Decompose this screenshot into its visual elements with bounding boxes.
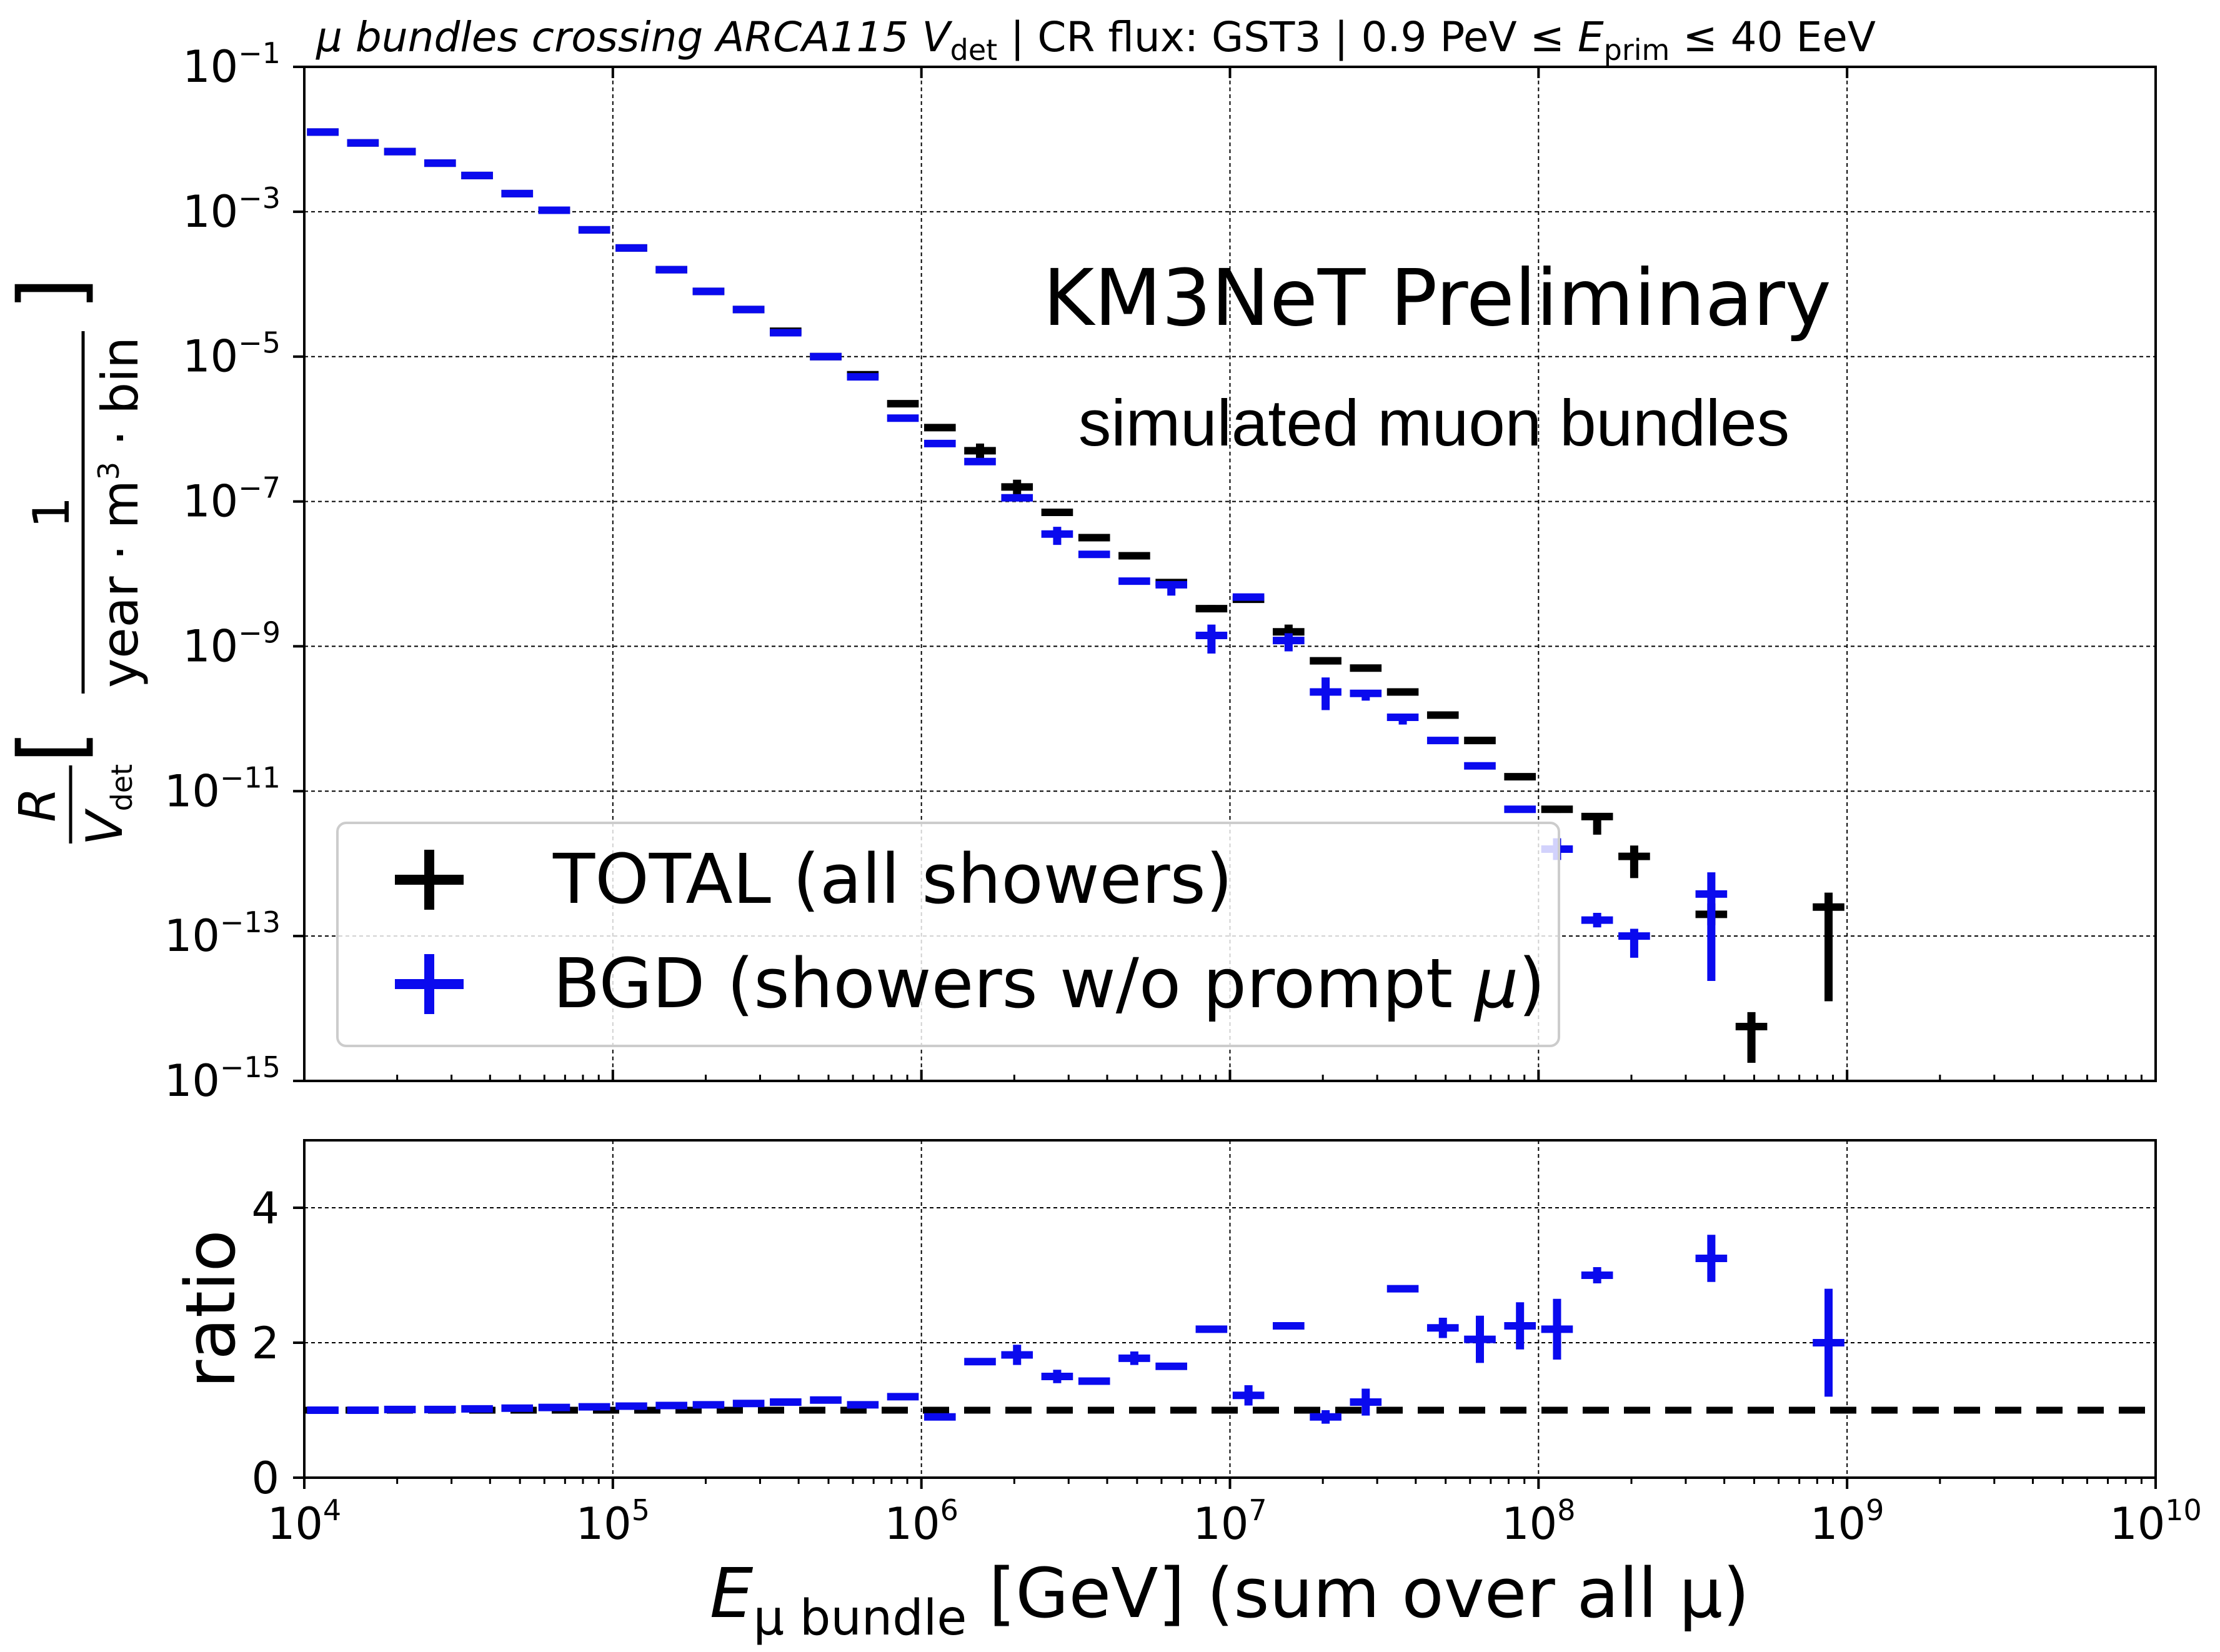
x-tick-label: 104 xyxy=(267,1493,341,1550)
main-y-tick-label: 10−15 xyxy=(164,1050,281,1107)
main-y-tick-label: 10−13 xyxy=(164,905,281,962)
main-data-marks xyxy=(307,128,1844,1063)
ylabel-bracket-close: ] xyxy=(1,277,102,311)
main-y-tick-label: 10−3 xyxy=(182,181,281,237)
ratio-data-marks xyxy=(307,1235,1844,1424)
x-tick-label: 1010 xyxy=(2109,1493,2202,1550)
ratio-y-tick-label: 2 xyxy=(251,1318,279,1369)
series-bgd xyxy=(307,128,1728,982)
series-ratio xyxy=(307,1235,1844,1424)
main-y-ticks: 10−15 10−13 10−11 10−9 10−7 10−5 10−3 10−1 xyxy=(164,36,304,1107)
x-tick-label: 105 xyxy=(576,1493,650,1550)
legend-label-bgd: BGD (showers w/o prompt μ) xyxy=(553,943,1545,1023)
legend: TOTAL (all showers) BGD (showers w/o pro… xyxy=(336,822,1560,1047)
ylabel-vdet: Vdet xyxy=(76,764,139,845)
legend-label-total: TOTAL (all showers) xyxy=(552,839,1233,919)
ratio-grid xyxy=(304,1140,2156,1478)
main-y-tick-label: 10−11 xyxy=(164,760,281,817)
legend-marker-total xyxy=(395,850,464,910)
x-tick-label: 108 xyxy=(1501,1493,1575,1550)
ratio-y-tick-label: 4 xyxy=(251,1183,279,1234)
x-tick-label: 107 xyxy=(1193,1493,1267,1550)
main-y-axis-label: R Vdet [ ] 1 year · m3 · bin xyxy=(1,277,149,845)
chart-title: μ bundles crossing ARCA115 Vdet | CR flu… xyxy=(316,13,1876,67)
ylabel-bracket-open: [ xyxy=(1,730,102,764)
main-grid xyxy=(304,67,2156,1081)
ylabel-one: 1 xyxy=(22,497,81,529)
ylabel-r: R xyxy=(9,787,67,822)
main-plot-frame xyxy=(303,66,2157,1082)
ratio-y-axis-label: ratio xyxy=(171,1230,251,1388)
x-axis-label: Eμ bundle [GeV] (sum over all μ) xyxy=(710,1553,1750,1646)
x-tick-label: 106 xyxy=(884,1493,958,1550)
main-plot: 10−15 10−13 10−11 10−9 10−7 10−5 10−3 10−1 KM3N… xyxy=(164,36,2157,1107)
ratio-x-ticks: 104 105 106 107 108 109 1010 xyxy=(267,1478,2202,1550)
watermark-km3net-preliminary: KM3NeT Preliminary xyxy=(1043,253,1831,344)
x-tick-label: 109 xyxy=(1810,1493,1884,1550)
main-y-tick-label: 10−7 xyxy=(182,471,281,527)
legend-marker-bgd xyxy=(395,954,464,1014)
main-y-tick-label: 10−5 xyxy=(182,326,281,382)
legend-box xyxy=(336,822,1560,1047)
main-y-tick-label: 10−9 xyxy=(182,615,281,672)
watermark-simulated-muon-bundles: simulated muon bundles xyxy=(1078,387,1789,460)
main-y-tick-label: 10−1 xyxy=(182,36,281,92)
ratio-plot: 0 2 4 104 105 106 107 108 109 1010 ratio xyxy=(171,1139,2202,1550)
ratio-y-tick-label: 0 xyxy=(251,1453,279,1504)
ratio-y-ticks: 0 2 4 xyxy=(251,1183,304,1504)
ylabel-units: year · m3 · bin xyxy=(91,337,149,688)
